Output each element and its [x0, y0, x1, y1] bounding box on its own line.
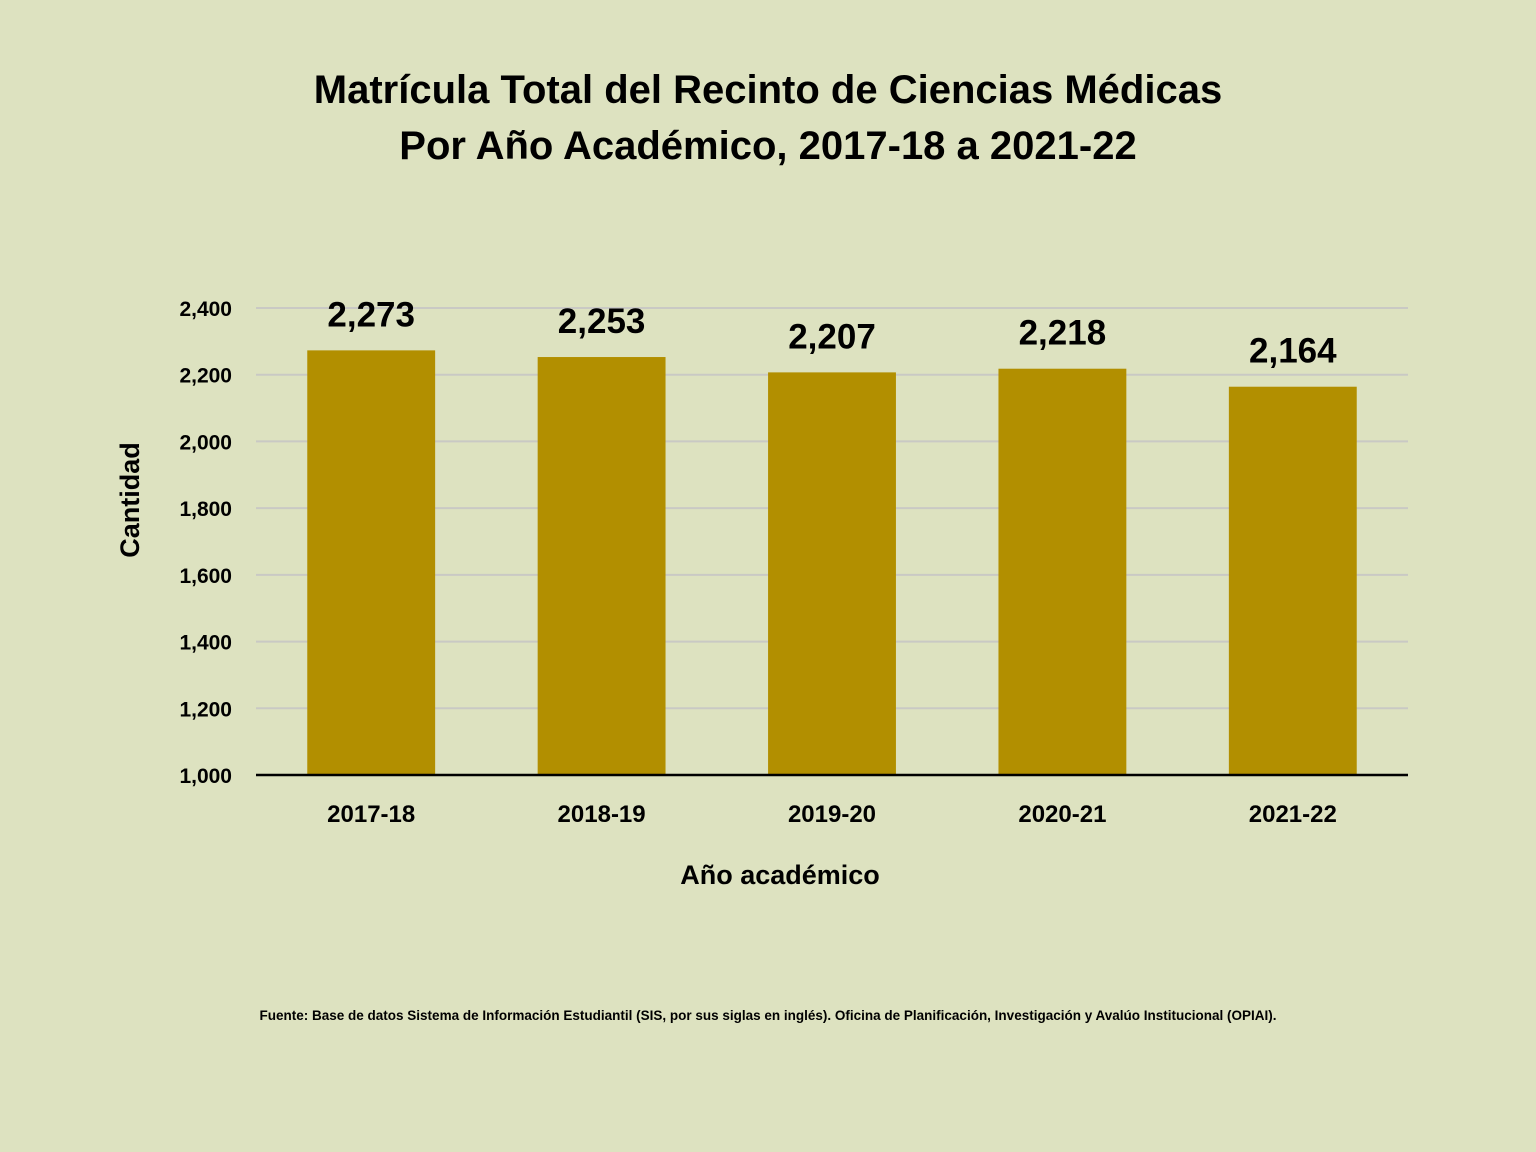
- y-tick-label: 2,200: [179, 365, 232, 388]
- y-tick-label: 2,400: [179, 298, 232, 321]
- value-label: 2,164: [1249, 332, 1337, 371]
- chart-title: Matrícula Total del Recinto de Ciencias …: [313, 68, 1223, 112]
- bar-2021-22: [1228, 386, 1357, 775]
- x-tick-label: 2017-18: [327, 801, 415, 828]
- bar-2020-21: [998, 368, 1127, 775]
- y-tick-label: 1,000: [179, 765, 232, 788]
- chart-subtitle: Por Año Académico, 2017-18 a 2021-22: [399, 124, 1137, 168]
- y-tick-label: 1,600: [179, 565, 232, 588]
- bar-2019-20: [768, 372, 896, 775]
- x-axis-label: Año académico: [680, 860, 880, 890]
- value-label: 2,253: [558, 302, 646, 341]
- bar-2017-18: [307, 350, 436, 775]
- chart-title-block: Matrícula Total del Recinto de Ciencias …: [0, 62, 1536, 174]
- y-axis-label: Cantidad: [115, 442, 145, 558]
- x-tick-label: 2020-21: [1018, 801, 1106, 828]
- value-label: 2,218: [1019, 314, 1107, 353]
- bars: [307, 350, 1357, 775]
- value-label: 2,207: [788, 317, 876, 356]
- x-tick-label: 2021-22: [1249, 801, 1337, 828]
- x-axis-ticks: 2017-18 2018-19 2019-20 2020-21 2021-22: [327, 801, 1337, 828]
- value-labels: 2,273 2,253 2,207 2,218 2,164: [327, 295, 1337, 370]
- x-tick-label: 2019-20: [788, 801, 876, 828]
- y-tick-label: 2,000: [179, 431, 232, 454]
- y-tick-label: 1,800: [179, 498, 232, 521]
- bar-2018-19: [537, 357, 666, 775]
- y-axis-ticks: 1,000 1,200 1,400 1,600 1,800 2,000 2,200 2,400: [179, 298, 232, 788]
- y-tick-label: 1,400: [179, 632, 232, 655]
- y-tick-label: 1,200: [179, 698, 232, 721]
- source-footnote: Fuente: Base de datos Sistema de Informa…: [259, 1008, 1277, 1023]
- x-tick-label: 2018-19: [558, 801, 646, 828]
- value-label: 2,273: [327, 295, 415, 334]
